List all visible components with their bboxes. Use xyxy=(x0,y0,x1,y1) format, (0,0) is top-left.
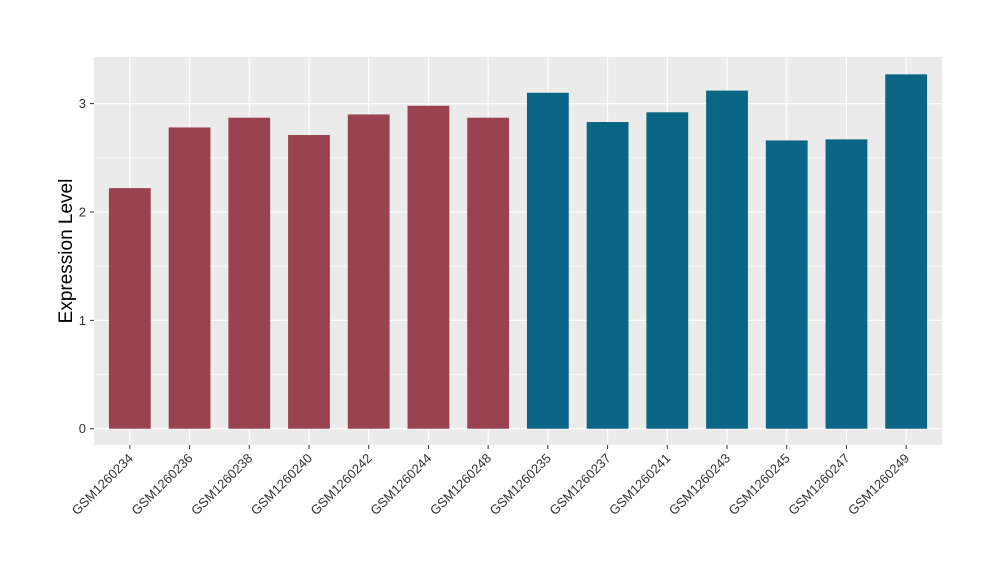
x-tick-label: GSM1260249 xyxy=(845,451,912,518)
bar-GSM1260245 xyxy=(765,140,808,429)
bar-GSM1260244 xyxy=(407,105,450,429)
y-tick-label: 3 xyxy=(79,96,86,111)
x-tick-label: GSM1260238 xyxy=(188,451,255,518)
bar-GSM1260247 xyxy=(825,139,868,429)
x-tick-label: GSM1260237 xyxy=(546,451,613,518)
bar-GSM1260236 xyxy=(168,127,211,429)
x-tick-label: GSM1260234 xyxy=(69,451,136,518)
bar-GSM1260243 xyxy=(706,90,748,429)
bar-GSM1260237 xyxy=(586,122,629,429)
x-tick-label: GSM1260248 xyxy=(427,451,494,518)
bar-GSM1260241 xyxy=(646,112,689,429)
x-tick-label: GSM1260241 xyxy=(606,451,673,518)
bar-GSM1260235 xyxy=(526,92,569,429)
bar-GSM1260240 xyxy=(288,135,330,429)
x-tick-label: GSM1260236 xyxy=(128,451,195,518)
bar-GSM1260234 xyxy=(108,188,151,429)
y-tick-label: 1 xyxy=(79,313,86,328)
bar-GSM1260242 xyxy=(347,114,390,429)
y-tick-label: 2 xyxy=(79,204,86,219)
y-tick-label: 0 xyxy=(79,421,86,436)
y-axis-label: Expression Level xyxy=(56,179,77,324)
x-tick-label: GSM1260242 xyxy=(307,451,374,518)
plot-panel xyxy=(94,57,942,445)
bar-GSM1260249 xyxy=(885,74,928,429)
x-tick-label: GSM1260243 xyxy=(666,451,733,518)
x-tick-label: GSM1260245 xyxy=(726,451,793,518)
x-tick-label: GSM1260244 xyxy=(367,451,434,518)
bar-GSM1260248 xyxy=(467,117,510,429)
x-tick-label: GSM1260240 xyxy=(248,451,315,518)
x-tick-label: GSM1260235 xyxy=(487,451,554,518)
bar-GSM1260238 xyxy=(228,117,271,429)
x-tick-label: GSM1260247 xyxy=(785,451,852,518)
